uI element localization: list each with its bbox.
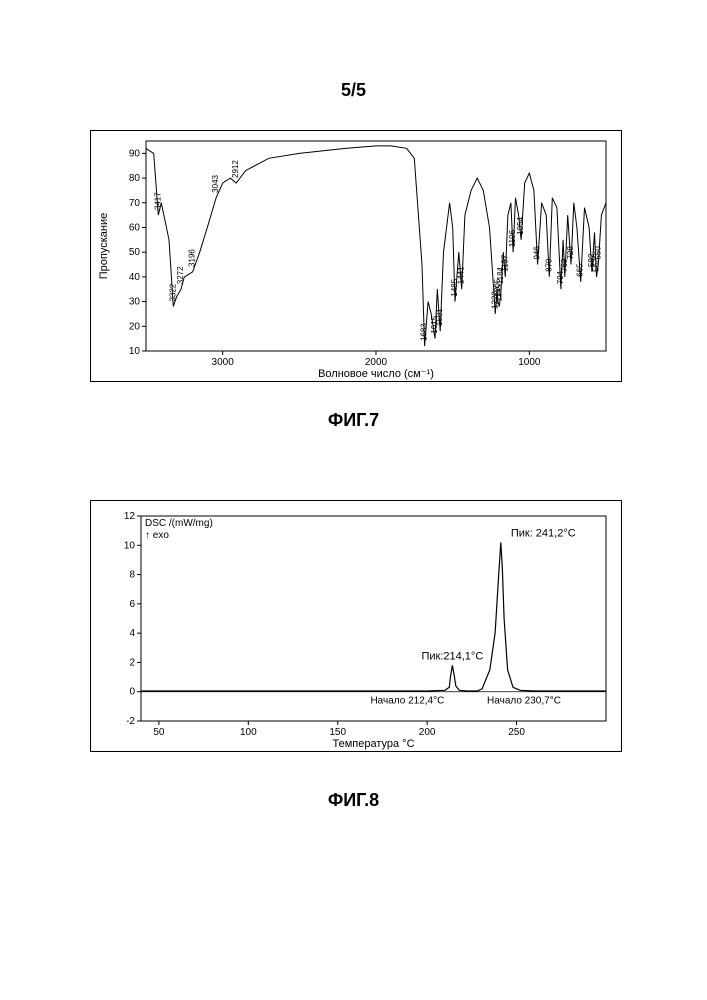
svg-text:80: 80: [129, 173, 141, 184]
svg-text:Начало 230,7°C: Начало 230,7°C: [487, 696, 561, 707]
svg-text:1195: 1195: [494, 284, 503, 302]
svg-text:50: 50: [129, 247, 141, 258]
svg-text:150: 150: [329, 727, 346, 738]
svg-text:4: 4: [129, 628, 135, 639]
svg-text:200: 200: [419, 727, 436, 738]
svg-text:100: 100: [240, 727, 257, 738]
svg-text:DSC /(mW/mg): DSC /(mW/mg): [145, 518, 213, 529]
svg-text:Пропускание: Пропускание: [98, 213, 110, 279]
svg-text:70: 70: [129, 198, 141, 209]
fig8-caption: ФИГ.8: [328, 790, 379, 811]
svg-text:728: 728: [566, 246, 575, 260]
svg-text:Пик:214,1°C: Пик:214,1°C: [421, 650, 483, 662]
svg-text:40: 40: [129, 272, 141, 283]
fig7-svg: 10 20 30 40 50 60 70 80 90 3000 2000 1000 Волновое ч…: [91, 131, 621, 381]
svg-text:1441: 1441: [457, 266, 466, 284]
svg-text:250: 250: [508, 727, 525, 738]
svg-text:10: 10: [129, 346, 141, 357]
svg-text:60: 60: [129, 222, 141, 233]
svg-text:12: 12: [124, 511, 136, 522]
svg-text:-2: -2: [126, 716, 135, 727]
svg-text:Температура °C: Температура °C: [332, 738, 414, 750]
svg-text:550: 550: [593, 246, 602, 260]
svg-text:6: 6: [129, 599, 135, 610]
svg-text:30: 30: [129, 297, 141, 308]
svg-text:1581: 1581: [435, 308, 444, 326]
svg-text:Волновое число (см⁻¹): Волновое число (см⁻¹): [318, 368, 434, 380]
svg-text:8: 8: [129, 570, 135, 581]
svg-text:3196: 3196: [188, 249, 197, 267]
svg-text:10: 10: [124, 540, 136, 551]
svg-text:946: 946: [533, 246, 542, 260]
svg-text:2912: 2912: [231, 160, 240, 178]
svg-text:2: 2: [129, 657, 135, 668]
svg-text:1054: 1054: [516, 216, 525, 234]
page-number: 5/5: [341, 80, 366, 101]
svg-text:1157: 1157: [500, 254, 509, 272]
svg-text:1000: 1000: [518, 357, 541, 368]
fig8-chart: -2 0 2 4 6 8 10 12 50 100 150 200 250 Температура °C D…: [90, 500, 622, 752]
fig7-caption: ФИГ.7: [328, 410, 379, 431]
fig8-svg: -2 0 2 4 6 8 10 12 50 100 150 200 250 Температура °C D…: [91, 501, 621, 751]
svg-text:3417: 3417: [154, 192, 163, 210]
svg-text:2000: 2000: [365, 357, 388, 368]
svg-text:0: 0: [129, 687, 135, 698]
svg-text:3272: 3272: [176, 266, 185, 284]
svg-text:3043: 3043: [211, 174, 220, 192]
svg-text:Начало 212,4°C: Начало 212,4°C: [370, 696, 444, 707]
svg-text:3000: 3000: [212, 357, 235, 368]
svg-text:90: 90: [129, 148, 141, 159]
svg-text:1683: 1683: [420, 323, 429, 341]
svg-text:870: 870: [544, 258, 553, 272]
svg-text:↑ exo: ↑ exo: [145, 530, 169, 541]
svg-text:20: 20: [129, 321, 141, 332]
svg-text:665: 665: [576, 263, 585, 277]
svg-text:50: 50: [153, 727, 165, 738]
fig7-chart: 10 20 30 40 50 60 70 80 90 3000 2000 1000 Волновое ч…: [90, 130, 622, 382]
svg-text:Пик: 241,2°C: Пик: 241,2°C: [511, 527, 576, 539]
svg-text:3322: 3322: [168, 283, 177, 301]
